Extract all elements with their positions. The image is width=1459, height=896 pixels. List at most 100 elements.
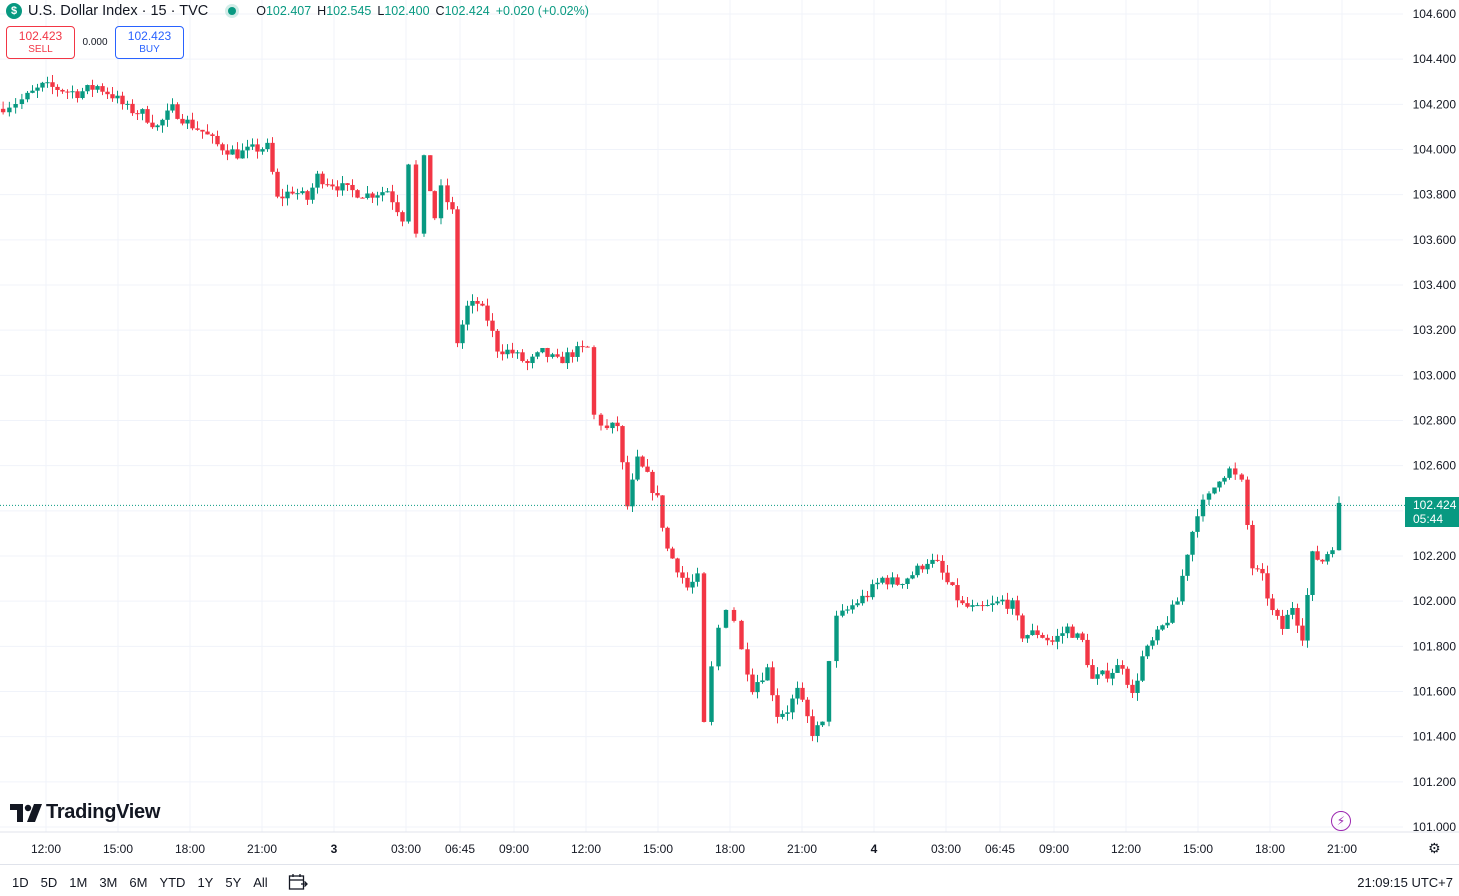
candle — [620, 425, 625, 470]
candle — [570, 349, 575, 363]
lightning-icon[interactable]: ⚡ — [1331, 811, 1351, 831]
buy-button[interactable]: 102.423 BUY — [115, 26, 184, 59]
range-button-ytd[interactable]: YTD — [159, 875, 186, 890]
candle — [890, 572, 895, 588]
candle — [1275, 608, 1280, 620]
price-axis[interactable]: 104.600 104.400 104.200 104.000 103.800 103.6… — [1413, 7, 1457, 834]
candle — [340, 176, 345, 196]
candle — [875, 578, 880, 590]
candle — [785, 705, 790, 721]
candle — [945, 565, 950, 585]
candle — [815, 721, 820, 743]
candle — [745, 642, 750, 682]
range-button-1d[interactable]: 1D — [12, 875, 29, 890]
y-tick-label: 101.400 — [1413, 730, 1457, 744]
high-value: 102.545 — [326, 4, 372, 18]
candle — [615, 416, 620, 432]
candle — [1015, 595, 1020, 621]
candle — [1085, 633, 1090, 668]
candle — [685, 572, 690, 591]
chart-header: $ U.S. Dollar Index · 15 · TVC O102.407 … — [6, 2, 589, 20]
range-selector: 1D 5D 1M 3M 6M YTD 1Y 5Y All — [12, 875, 268, 890]
candle — [1212, 487, 1217, 495]
y-tick-label: 104.400 — [1413, 52, 1457, 66]
range-button-6m[interactable]: 6M — [129, 875, 148, 890]
time-axis[interactable]: 12:00 15:00 18:00 21:00 3 03:00 06:45 09:00 12:0… — [0, 831, 1459, 856]
candle — [1222, 476, 1227, 485]
candle — [375, 191, 380, 206]
price-chart[interactable]: 104.600 104.400 104.200 104.000 103.800 103.6… — [0, 0, 1459, 864]
candle — [515, 350, 520, 359]
calendar-icon[interactable] — [288, 873, 308, 891]
range-button-3m[interactable]: 3M — [99, 875, 118, 890]
range-button-1m[interactable]: 1M — [69, 875, 88, 890]
tradingview-logo-icon — [10, 803, 42, 822]
candle — [980, 601, 985, 611]
candle — [975, 602, 980, 607]
candle — [1055, 628, 1060, 650]
y-tick-label: 101.600 — [1413, 685, 1457, 699]
candle — [455, 206, 460, 348]
x-tick-label: 12:00 — [571, 842, 601, 856]
candle — [150, 114, 155, 129]
candle — [475, 297, 480, 312]
candle — [305, 189, 310, 206]
tradingview-logo[interactable]: TradingView — [10, 801, 160, 824]
candle — [1155, 626, 1160, 645]
bottom-toolbar: 1D 5D 1M 3M 6M YTD 1Y 5Y All 21:09:15 UTC+7 — [0, 864, 1459, 896]
candle — [1005, 592, 1010, 614]
candle — [1120, 660, 1125, 675]
candle — [1310, 550, 1315, 601]
symbol-title[interactable]: U.S. Dollar Index · 15 · TVC — [28, 3, 209, 19]
candle — [1180, 569, 1185, 605]
candle — [1060, 626, 1065, 644]
candle — [1025, 634, 1030, 643]
range-button-1y[interactable]: 1Y — [197, 875, 214, 890]
candle — [355, 189, 360, 199]
candle — [460, 320, 465, 349]
candle — [790, 694, 795, 720]
x-tick-label: 18:00 — [715, 842, 745, 856]
candle — [360, 196, 365, 199]
candle — [723, 609, 729, 629]
candle — [1035, 625, 1040, 639]
x-tick-label: 21:00 — [1327, 842, 1357, 856]
candle — [500, 344, 505, 361]
candle — [1135, 673, 1140, 701]
candle — [1020, 613, 1025, 642]
candle — [105, 87, 110, 100]
candle — [940, 555, 945, 580]
candle — [1065, 623, 1070, 639]
buy-price: 102.423 — [127, 29, 172, 43]
candle — [428, 155, 433, 192]
candle — [900, 583, 905, 589]
candle — [30, 85, 35, 94]
candle — [350, 179, 355, 198]
candle — [185, 115, 190, 129]
candle — [1090, 659, 1095, 679]
bar-countdown: 05:44 — [1413, 512, 1444, 526]
range-button-5d[interactable]: 5D — [40, 875, 58, 890]
candle — [1227, 466, 1232, 480]
tradingview-logo-text: TradingView — [46, 801, 161, 823]
y-tick-label: 103.200 — [1413, 323, 1457, 337]
candle — [380, 186, 385, 202]
candle — [60, 88, 65, 94]
sell-button[interactable]: 102.423 SELL — [6, 26, 75, 59]
candle — [1290, 601, 1295, 620]
candle — [140, 108, 145, 121]
candle — [345, 183, 350, 191]
candle — [1260, 563, 1265, 581]
candle — [390, 184, 395, 210]
gear-icon[interactable]: ⚙ — [1428, 840, 1441, 856]
candle — [834, 610, 839, 668]
candle — [310, 183, 315, 204]
candle — [165, 103, 170, 127]
candle — [40, 81, 45, 92]
candle — [885, 575, 890, 590]
candle — [1100, 669, 1105, 676]
range-button-all[interactable]: All — [253, 875, 268, 890]
y-tick-label: 104.200 — [1413, 97, 1457, 111]
range-button-5y[interactable]: 5Y — [225, 875, 242, 890]
candle — [265, 138, 270, 152]
